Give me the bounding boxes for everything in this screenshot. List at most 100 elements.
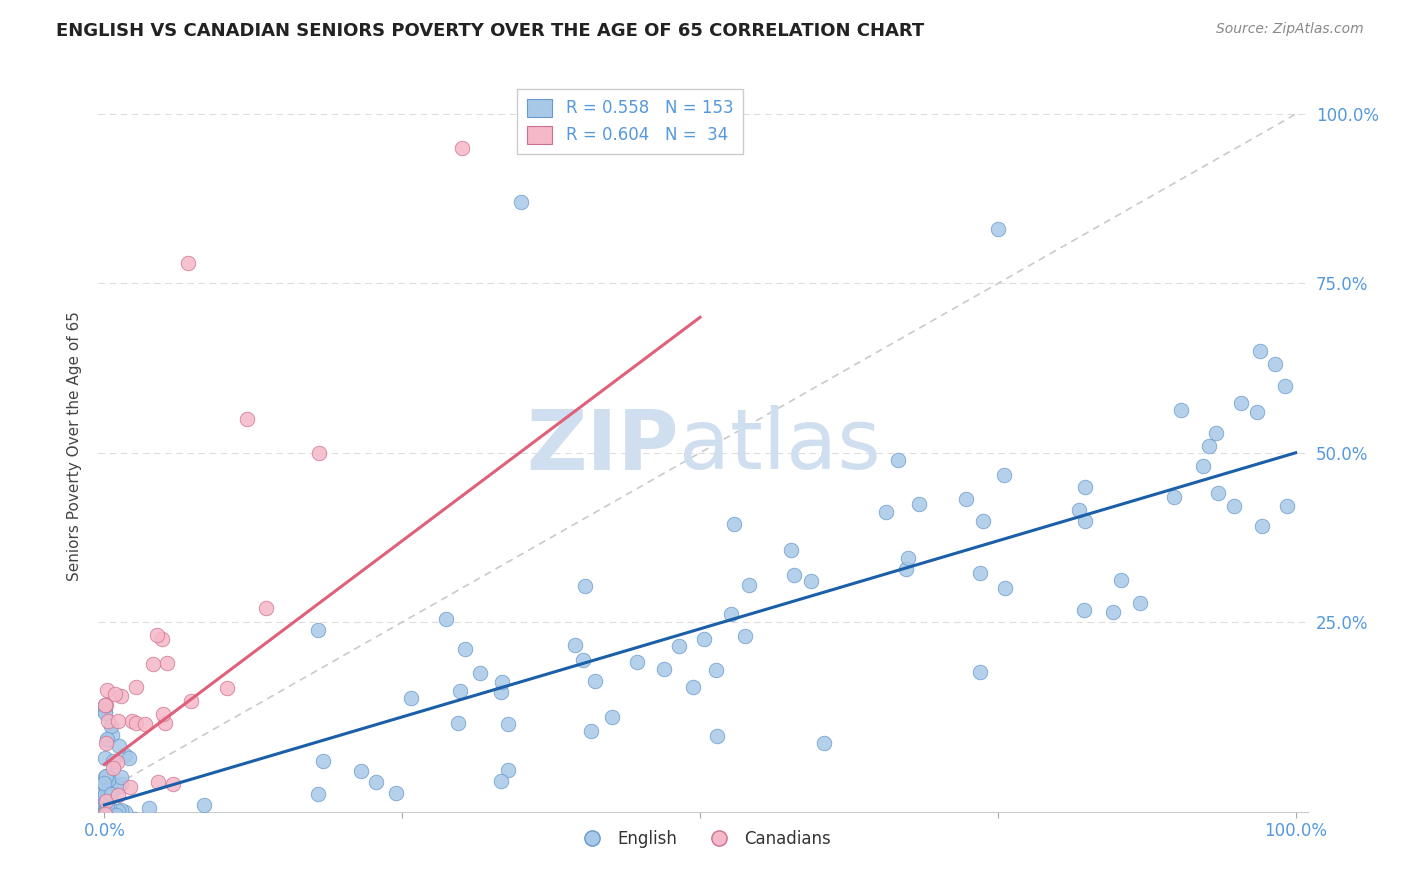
Point <box>100 780 122 794</box>
Point <box>94 888 117 892</box>
Point <box>734 629 756 643</box>
Point <box>96 792 118 806</box>
Point <box>720 607 742 621</box>
Point <box>96 733 118 747</box>
Point <box>574 579 596 593</box>
Point <box>364 774 387 789</box>
Point <box>96 840 118 855</box>
Point <box>908 497 931 511</box>
Point <box>94 816 117 830</box>
Point <box>122 812 145 826</box>
Point <box>98 847 121 862</box>
Point <box>723 516 745 531</box>
Point <box>114 805 136 820</box>
Point <box>100 788 122 802</box>
Point <box>1198 439 1220 453</box>
Point <box>94 787 117 801</box>
Point <box>682 680 704 694</box>
Point <box>1205 425 1227 440</box>
Point <box>107 788 129 802</box>
Point <box>94 698 117 713</box>
Point <box>162 777 184 791</box>
Point <box>94 821 117 835</box>
Point <box>96 822 118 837</box>
Point <box>496 716 519 731</box>
Point <box>121 886 143 892</box>
Point <box>114 748 136 763</box>
Point <box>107 805 129 819</box>
Point <box>969 665 991 679</box>
Point <box>94 778 117 792</box>
Point <box>110 777 132 791</box>
Point <box>93 829 115 843</box>
Point <box>93 795 115 809</box>
Point <box>489 685 512 699</box>
Point <box>156 656 179 670</box>
Point <box>105 808 128 822</box>
Point <box>450 141 472 155</box>
Point <box>782 567 804 582</box>
Point <box>96 834 118 848</box>
Point <box>1275 499 1298 513</box>
Point <box>434 612 457 626</box>
Point <box>107 780 129 794</box>
Point <box>693 632 716 647</box>
Point <box>125 680 148 694</box>
Point <box>1191 459 1213 474</box>
Point <box>150 632 173 646</box>
Point <box>489 773 512 788</box>
Point <box>93 826 115 840</box>
Point <box>93 877 115 891</box>
Point <box>1163 491 1185 505</box>
Point <box>1074 479 1097 493</box>
Point <box>94 770 117 784</box>
Point <box>1249 344 1271 359</box>
Point <box>98 789 121 803</box>
Point <box>236 412 259 426</box>
Point <box>704 663 727 677</box>
Point <box>142 657 165 672</box>
Point <box>100 719 122 733</box>
Point <box>94 751 117 765</box>
Point <box>107 714 129 728</box>
Point <box>93 797 115 812</box>
Point <box>96 787 118 801</box>
Point <box>579 723 602 738</box>
Point <box>98 776 121 790</box>
Point <box>110 689 132 703</box>
Point <box>93 784 115 798</box>
Point <box>94 794 117 808</box>
Point <box>571 653 593 667</box>
Point <box>1264 357 1286 371</box>
Point <box>1251 519 1274 533</box>
Point <box>110 803 132 817</box>
Point <box>93 704 115 718</box>
Point <box>496 763 519 777</box>
Point <box>1067 503 1090 517</box>
Point <box>93 806 115 821</box>
Point <box>993 467 1015 482</box>
Point <box>103 687 125 701</box>
Point <box>93 842 115 856</box>
Point <box>101 754 124 768</box>
Point <box>93 776 115 790</box>
Point <box>97 829 120 843</box>
Point <box>98 800 121 814</box>
Point <box>94 792 117 806</box>
Point <box>350 764 373 779</box>
Point <box>470 666 492 681</box>
Point <box>897 551 920 566</box>
Point <box>93 853 115 867</box>
Point <box>94 804 117 818</box>
Point <box>1274 379 1296 393</box>
Point <box>307 788 329 802</box>
Point <box>101 833 124 847</box>
Point <box>124 860 146 874</box>
Point <box>97 814 120 828</box>
Point <box>307 623 329 637</box>
Point <box>94 698 117 713</box>
Point <box>969 566 991 581</box>
Point <box>1246 405 1268 419</box>
Point <box>121 714 143 728</box>
Point <box>94 793 117 807</box>
